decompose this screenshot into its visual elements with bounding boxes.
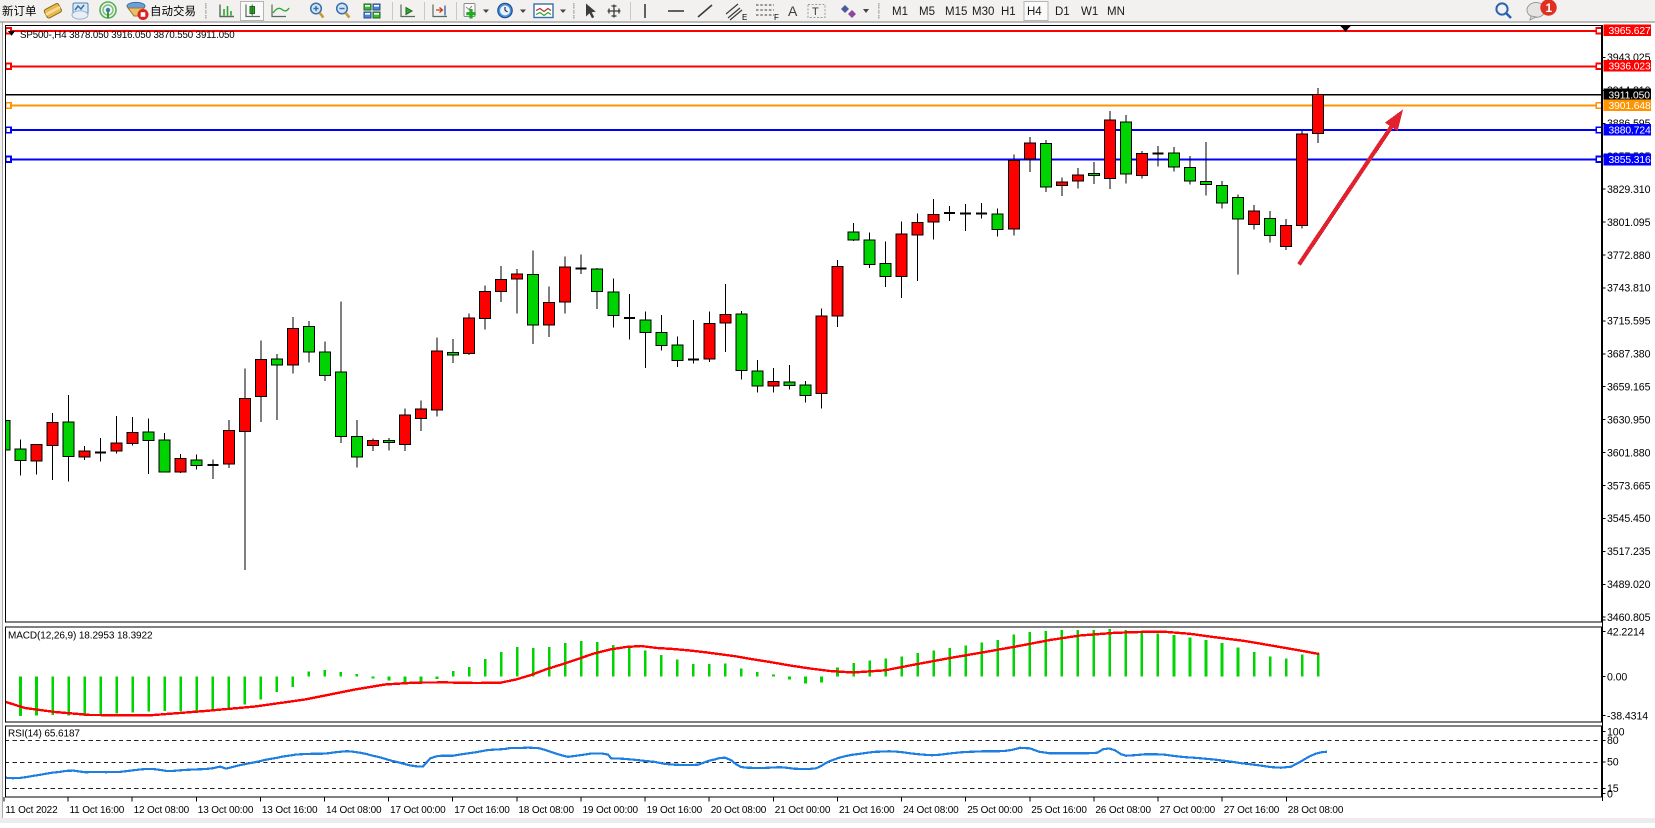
svg-text:13 Oct 00:00: 13 Oct 00:00: [198, 805, 254, 816]
svg-text:MACD(12,26,9) 18.2953 18.3922: MACD(12,26,9) 18.2953 18.3922: [8, 631, 153, 642]
svg-text:E: E: [742, 13, 747, 22]
svg-text:3545.450: 3545.450: [1607, 513, 1651, 525]
svg-text:3460.805: 3460.805: [1607, 612, 1651, 624]
svg-text:42.2214: 42.2214: [1607, 626, 1645, 638]
svg-text:0.00: 0.00: [1607, 672, 1627, 684]
svg-text:18 Oct 08:00: 18 Oct 08:00: [518, 805, 574, 816]
svg-text:3855.316: 3855.316: [1609, 155, 1652, 166]
svg-text:M1: M1: [892, 6, 908, 18]
svg-text:100: 100: [1607, 726, 1625, 738]
svg-text:20 Oct 08:00: 20 Oct 08:00: [711, 805, 767, 816]
svg-text:SP500-,H4 3878.050 3916.050 3: SP500-,H4 3878.050 3916.050 3870.550 391…: [20, 30, 235, 41]
svg-text:27 Oct 16:00: 27 Oct 16:00: [1224, 805, 1280, 816]
svg-text:H1: H1: [1001, 6, 1016, 18]
svg-text:-38.4314: -38.4314: [1607, 710, 1648, 722]
svg-text:3801.095: 3801.095: [1607, 217, 1651, 229]
svg-text:24 Oct 08:00: 24 Oct 08:00: [903, 805, 959, 816]
svg-text:3829.310: 3829.310: [1607, 184, 1651, 196]
svg-text:T: T: [812, 6, 819, 18]
svg-text:F: F: [774, 13, 779, 22]
svg-text:3943.025: 3943.025: [1607, 52, 1651, 64]
svg-text:3911.050: 3911.050: [1609, 90, 1651, 101]
svg-text:3936.023: 3936.023: [1609, 62, 1652, 73]
svg-text:50: 50: [1607, 757, 1619, 769]
svg-text:80: 80: [1607, 735, 1619, 747]
svg-text:0: 0: [1607, 788, 1613, 800]
svg-text:17 Oct 00:00: 17 Oct 00:00: [390, 805, 446, 816]
svg-text:W1: W1: [1081, 6, 1098, 18]
svg-text:3489.020: 3489.020: [1607, 579, 1651, 591]
svg-text:3715.595: 3715.595: [1607, 316, 1651, 328]
svg-text:M5: M5: [919, 6, 935, 18]
svg-text:13 Oct 16:00: 13 Oct 16:00: [262, 805, 318, 816]
svg-text:15: 15: [1607, 783, 1619, 795]
svg-text:21 Oct 16:00: 21 Oct 16:00: [839, 805, 895, 816]
svg-text:D1: D1: [1055, 6, 1070, 18]
svg-text:3965.627: 3965.627: [1609, 26, 1652, 37]
svg-text:M30: M30: [972, 6, 994, 18]
svg-text:3659.165: 3659.165: [1607, 382, 1651, 394]
svg-text:12 Oct 08:00: 12 Oct 08:00: [134, 805, 190, 816]
svg-text:A: A: [788, 3, 798, 19]
svg-text:11 Oct 16:00: 11 Oct 16:00: [70, 805, 125, 816]
svg-text:19 Oct 00:00: 19 Oct 00:00: [583, 805, 639, 816]
svg-text:3573.665: 3573.665: [1607, 480, 1651, 492]
svg-text:3687.380: 3687.380: [1607, 349, 1651, 361]
svg-text:H4: H4: [1027, 6, 1042, 18]
svg-text:11 Oct 2022: 11 Oct 2022: [5, 805, 58, 816]
svg-text:28 Oct 08:00: 28 Oct 08:00: [1288, 805, 1344, 816]
svg-text:M15: M15: [945, 6, 967, 18]
svg-text:3601.880: 3601.880: [1607, 447, 1651, 459]
svg-text:3880.724: 3880.724: [1609, 126, 1652, 137]
svg-text:27 Oct 00:00: 27 Oct 00:00: [1160, 805, 1216, 816]
svg-text:21 Oct 00:00: 21 Oct 00:00: [775, 805, 831, 816]
svg-text:25 Oct 16:00: 25 Oct 16:00: [1031, 805, 1087, 816]
svg-text:新订单: 新订单: [2, 4, 37, 18]
svg-text:3743.810: 3743.810: [1607, 283, 1651, 295]
svg-text:3772.880: 3772.880: [1607, 250, 1651, 262]
svg-text:3517.235: 3517.235: [1607, 546, 1651, 558]
svg-text:17 Oct 16:00: 17 Oct 16:00: [454, 805, 510, 816]
svg-text:RSI(14) 65.6187: RSI(14) 65.6187: [8, 729, 80, 740]
svg-text:3630.950: 3630.950: [1607, 414, 1651, 426]
svg-text:26 Oct 08:00: 26 Oct 08:00: [1095, 805, 1151, 816]
svg-text:1: 1: [1546, 1, 1553, 15]
svg-text:14 Oct 08:00: 14 Oct 08:00: [326, 805, 382, 816]
svg-text:19 Oct 16:00: 19 Oct 16:00: [647, 805, 703, 816]
svg-text:MN: MN: [1107, 6, 1125, 18]
svg-text:25 Oct 00:00: 25 Oct 00:00: [967, 805, 1023, 816]
svg-text:自动交易: 自动交易: [150, 4, 196, 18]
svg-text:3901.648: 3901.648: [1609, 101, 1652, 112]
